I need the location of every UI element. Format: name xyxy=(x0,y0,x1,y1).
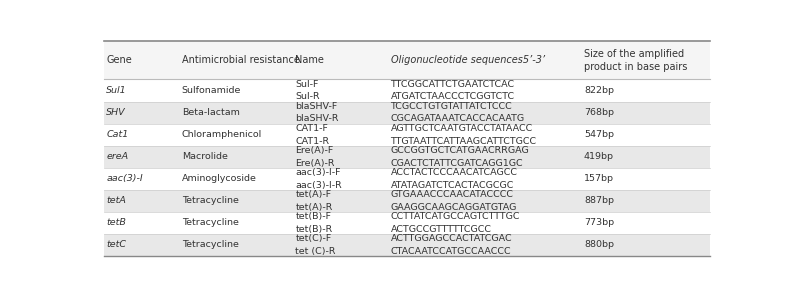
Text: Ere(A)-F
Ere(A)-R: Ere(A)-F Ere(A)-R xyxy=(295,146,335,168)
Text: Name: Name xyxy=(295,55,324,66)
Bar xyxy=(104,190,710,212)
Text: Tetracycline: Tetracycline xyxy=(182,240,238,249)
Text: 887bp: 887bp xyxy=(584,196,614,205)
Text: GCCGGTGCTCATGAACRRGAG
CGACTCTATTCGATCAGG1GC: GCCGGTGCTCATGAACRRGAG CGACTCTATTCGATCAGG… xyxy=(390,146,529,168)
Text: Sul1: Sul1 xyxy=(106,86,127,95)
Bar xyxy=(104,124,710,146)
Text: tetB: tetB xyxy=(106,218,126,227)
Text: Aminoglycoside: Aminoglycoside xyxy=(182,174,257,183)
Bar xyxy=(104,212,710,234)
Text: TCGCCTGTGTATTATCTCCC
CGCAGATAAATCACCACAATG: TCGCCTGTGTATTATCTCCC CGCAGATAAATCACCACAA… xyxy=(390,102,524,124)
Bar xyxy=(104,79,710,102)
Text: aac(3)-I-F
aac(3)-I-R: aac(3)-I-F aac(3)-I-R xyxy=(295,168,342,190)
Text: Tetracycline: Tetracycline xyxy=(182,196,238,205)
Text: Cat1: Cat1 xyxy=(106,130,128,139)
Bar xyxy=(104,234,710,256)
Text: GTGAAACCCAACATACCCC
GAAGGCAAGCAGGATGTAG: GTGAAACCCAACATACCCC GAAGGCAAGCAGGATGTAG xyxy=(390,190,517,212)
Text: 880bp: 880bp xyxy=(584,240,614,249)
Bar xyxy=(104,168,710,190)
Text: Oligonucleotide sequences5’-3’: Oligonucleotide sequences5’-3’ xyxy=(390,55,545,66)
Text: Macrolide: Macrolide xyxy=(182,152,228,161)
Text: Size of the amplified
product in base pairs: Size of the amplified product in base pa… xyxy=(584,49,687,72)
Text: 822bp: 822bp xyxy=(584,86,614,95)
Text: ACTTGGAGCCACTATCGAC
CTACAATCCATGCCAACCC: ACTTGGAGCCACTATCGAC CTACAATCCATGCCAACCC xyxy=(390,234,512,256)
Text: Antimicrobial resistance: Antimicrobial resistance xyxy=(182,55,299,66)
Bar xyxy=(104,146,710,168)
Bar xyxy=(104,102,710,124)
Text: Beta-lactam: Beta-lactam xyxy=(182,108,240,117)
Text: Tetracycline: Tetracycline xyxy=(182,218,238,227)
Text: Sulfonamide: Sulfonamide xyxy=(182,86,242,95)
Text: AGTTGCTCAATGTACCTATAACC
TTGTAATTCATTAAGCATTCTGCC: AGTTGCTCAATGTACCTATAACC TTGTAATTCATTAAGC… xyxy=(390,124,537,146)
Text: 768bp: 768bp xyxy=(584,108,614,117)
Text: ACCTACTCCCAACATCAGCC
ATATAGATCTCACTACGCGC: ACCTACTCCCAACATCAGCC ATATAGATCTCACTACGCG… xyxy=(390,168,517,190)
Text: CCTTATCATGCCAGTCTTTGC
ACTGCCGTTTTTCGCC: CCTTATCATGCCAGTCTTTGC ACTGCCGTTTTTCGCC xyxy=(390,212,520,234)
Text: 157bp: 157bp xyxy=(584,174,614,183)
Text: CAT1-F
CAT1-R: CAT1-F CAT1-R xyxy=(295,124,329,146)
Text: ereA: ereA xyxy=(106,152,128,161)
Text: tet(A)-F
tet(A)-R: tet(A)-F tet(A)-R xyxy=(295,190,333,212)
Text: Gene: Gene xyxy=(106,55,132,66)
Bar xyxy=(104,41,710,79)
Text: aac(3)-I: aac(3)-I xyxy=(106,174,143,183)
Text: 547bp: 547bp xyxy=(584,130,614,139)
Text: tet(B)-F
tet(B)-R: tet(B)-F tet(B)-R xyxy=(295,212,333,234)
Text: blaSHV-F
blaSHV-R: blaSHV-F blaSHV-R xyxy=(295,102,339,124)
Text: SHV: SHV xyxy=(106,108,126,117)
Text: TTCGGCATTCTGAATCTCAC
ATGATCTAACCCTCGGTCTC: TTCGGCATTCTGAATCTCAC ATGATCTAACCCTCGGTCT… xyxy=(390,79,515,102)
Text: tetA: tetA xyxy=(106,196,126,205)
Text: 419bp: 419bp xyxy=(584,152,614,161)
Text: 773bp: 773bp xyxy=(584,218,614,227)
Text: Chloramphenicol: Chloramphenicol xyxy=(182,130,262,139)
Text: tet(C)-F
tet (C)-R: tet(C)-F tet (C)-R xyxy=(295,234,336,256)
Text: Sul-F
Sul-R: Sul-F Sul-R xyxy=(295,79,320,102)
Text: tetC: tetC xyxy=(106,240,127,249)
